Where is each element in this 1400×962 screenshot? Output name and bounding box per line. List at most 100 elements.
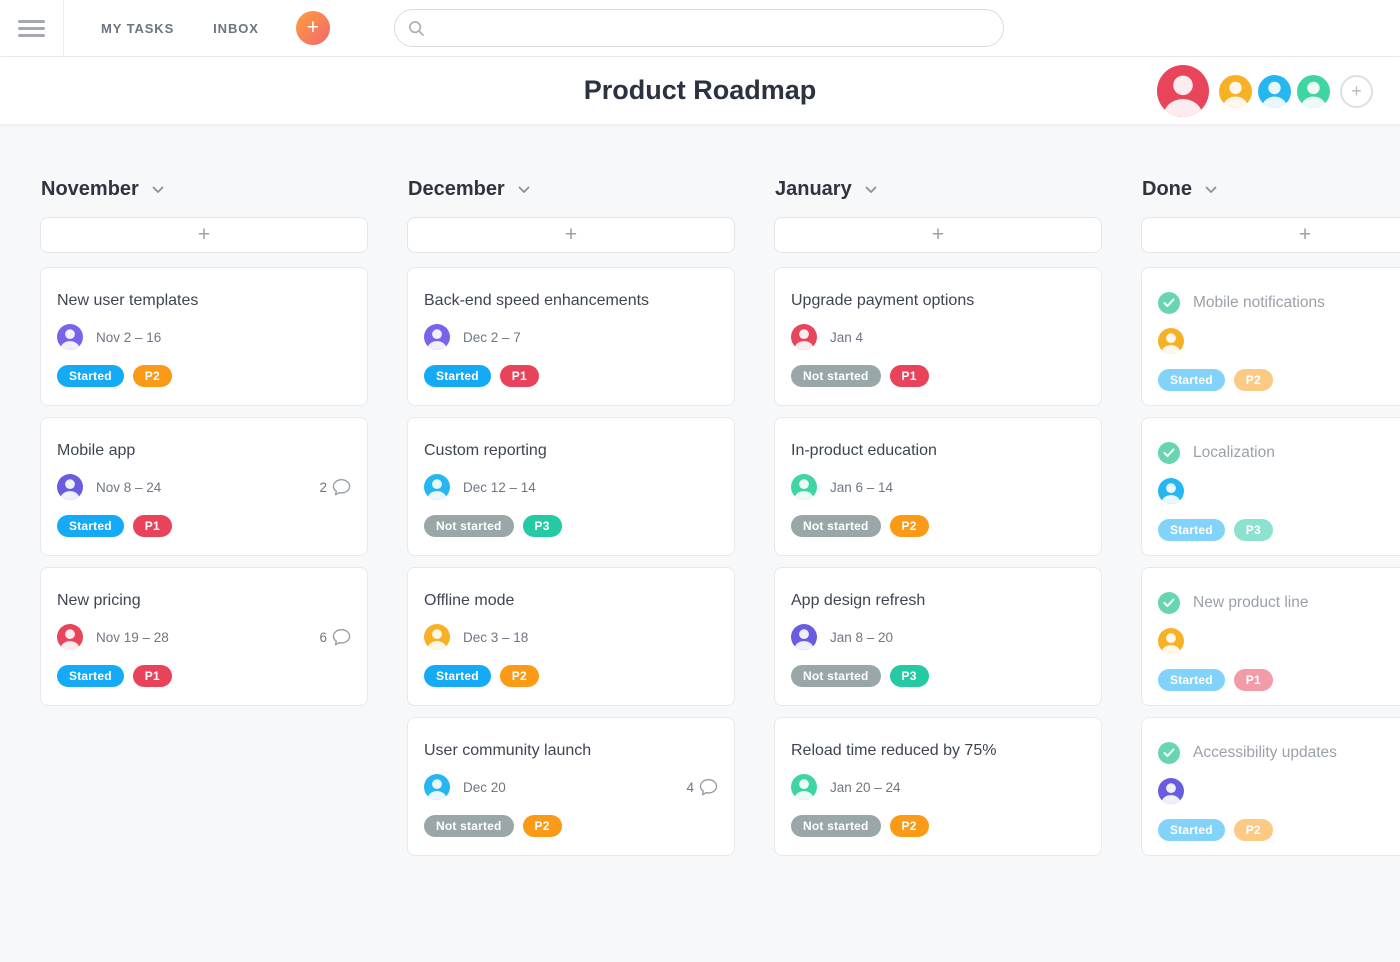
priority-badge: P2 — [889, 815, 929, 837]
priority-badge: P1 — [499, 365, 539, 387]
task-card[interactable]: New pricing Nov 19 – 28 6 Started P1 — [40, 567, 368, 706]
priority-badge: P2 — [499, 665, 539, 687]
task-card[interactable]: User community launch Dec 20 4 Not start… — [407, 717, 735, 856]
assignee-avatar — [791, 474, 817, 500]
column-header[interactable]: January — [774, 178, 1102, 201]
comment-bubble-icon — [332, 479, 351, 496]
task-card[interactable]: Mobile notifications Started P2 — [1141, 267, 1400, 406]
priority-badge: P3 — [1233, 519, 1273, 541]
task-card[interactable]: Upgrade payment options Jan 4 Not starte… — [774, 267, 1102, 406]
comment-bubble-icon — [699, 779, 718, 796]
status-badge: Not started — [791, 365, 881, 387]
priority-badge: P2 — [522, 815, 562, 837]
search-icon — [408, 20, 424, 36]
check-icon[interactable] — [1158, 592, 1180, 614]
column-cards: Mobile notifications Started P2 Localiza… — [1141, 267, 1400, 856]
comment-bubble-icon — [332, 629, 351, 646]
chevron-down-icon[interactable] — [865, 186, 877, 194]
date-range: Nov 2 – 16 — [96, 329, 162, 345]
column-december: December + Back-end speed enhancements D… — [407, 178, 735, 867]
task-card[interactable]: Custom reporting Dec 12 – 14 Not started… — [407, 417, 735, 556]
add-card-button[interactable]: + — [774, 217, 1102, 253]
task-card[interactable]: In-product education Jan 6 – 14 Not star… — [774, 417, 1102, 556]
add-card-button[interactable]: + — [407, 217, 735, 253]
status-badge: Not started — [791, 515, 881, 537]
assignee-avatar — [424, 474, 450, 500]
column-header[interactable]: Done — [1141, 178, 1400, 201]
column-title: January — [775, 178, 852, 200]
priority-badge: P1 — [1233, 669, 1273, 691]
column-header[interactable]: November — [40, 178, 368, 201]
comment-count: 6 — [319, 629, 327, 645]
column-cards: Back-end speed enhancements Dec 2 – 7 St… — [407, 267, 735, 856]
avatar-yellow[interactable] — [1219, 74, 1252, 108]
status-badge: Started — [1158, 669, 1225, 691]
avatar-green[interactable] — [1297, 74, 1330, 108]
chevron-down-icon[interactable] — [1205, 186, 1217, 194]
task-card[interactable]: New user templates Nov 2 – 16 Started P2 — [40, 267, 368, 406]
check-icon[interactable] — [1158, 292, 1180, 314]
assignee-avatar — [1158, 478, 1184, 504]
add-card-button[interactable]: + — [40, 217, 368, 253]
assignee-avatar — [57, 474, 83, 500]
priority-badge: P3 — [889, 665, 929, 687]
card-title: Offline mode — [424, 592, 515, 609]
date-range: Jan 4 — [830, 329, 864, 345]
check-icon[interactable] — [1158, 442, 1180, 464]
column-header[interactable]: December — [407, 178, 735, 201]
task-card[interactable]: Offline mode Dec 3 – 18 Started P2 — [407, 567, 735, 706]
task-card[interactable]: Reload time reduced by 75% Jan 20 – 24 N… — [774, 717, 1102, 856]
task-card[interactable]: Localization Started P3 — [1141, 417, 1400, 556]
date-range: Nov 8 – 24 — [96, 479, 162, 495]
date-range: Dec 3 – 18 — [463, 629, 529, 645]
nav-inbox[interactable]: INBOX — [213, 20, 259, 36]
card-title: Localization — [1193, 444, 1275, 461]
card-title: App design refresh — [791, 592, 926, 609]
chevron-down-icon[interactable] — [518, 186, 530, 194]
avatar-red[interactable] — [1157, 65, 1209, 117]
date-range: Dec 2 – 7 — [463, 329, 521, 345]
status-badge: Started — [57, 515, 124, 537]
column-november: November + New user templates Nov 2 – 16… — [40, 178, 368, 717]
task-card[interactable]: Mobile app Nov 8 – 24 2 Started P1 — [40, 417, 368, 556]
card-title: Reload time reduced by 75% — [791, 742, 997, 759]
priority-badge: P1 — [889, 365, 929, 387]
date-range: Dec 12 – 14 — [463, 479, 536, 495]
search-input[interactable] — [433, 20, 990, 36]
assignee-avatar — [424, 324, 450, 350]
date-range: Jan 20 – 24 — [830, 779, 901, 795]
quick-add-button[interactable]: + — [295, 11, 330, 45]
chevron-down-icon[interactable] — [152, 186, 164, 194]
assignee-avatar — [791, 624, 817, 650]
avatar-blue[interactable] — [1258, 74, 1291, 108]
task-card[interactable]: App design refresh Jan 8 – 20 Not starte… — [774, 567, 1102, 706]
card-title: New pricing — [57, 592, 141, 609]
check-icon[interactable] — [1158, 742, 1180, 764]
card-title: Mobile app — [57, 442, 136, 459]
invite-member-button[interactable]: + — [1340, 74, 1373, 108]
card-title: Upgrade payment options — [791, 292, 975, 309]
search-bar[interactable] — [393, 9, 1004, 47]
task-card[interactable]: New product line Started P1 — [1141, 567, 1400, 706]
priority-badge: P3 — [522, 515, 562, 537]
hamburger-menu-button[interactable] — [0, 0, 64, 56]
column-cards: New user templates Nov 2 – 16 Started P2… — [40, 267, 368, 706]
status-badge: Not started — [424, 515, 514, 537]
status-badge: Not started — [791, 815, 881, 837]
status-badge: Started — [424, 665, 491, 687]
card-title: Custom reporting — [424, 442, 547, 459]
assignee-avatar — [791, 774, 817, 800]
comment-indicator: 2 — [319, 478, 351, 496]
column-january: January + Upgrade payment options Jan 4 … — [774, 178, 1102, 867]
task-card[interactable]: Accessibility updates Started P2 — [1141, 717, 1400, 856]
comment-indicator: 4 — [686, 778, 718, 796]
add-card-button[interactable]: + — [1141, 217, 1400, 253]
task-card[interactable]: Back-end speed enhancements Dec 2 – 7 St… — [407, 267, 735, 406]
nav-my-tasks[interactable]: MY TASKS — [101, 20, 175, 36]
date-range: Nov 19 – 28 — [96, 629, 169, 645]
priority-badge: P2 — [1233, 369, 1273, 391]
comment-count: 4 — [686, 779, 694, 795]
assignee-avatar — [791, 324, 817, 350]
priority-badge: P1 — [132, 515, 172, 537]
assignee-avatar — [57, 624, 83, 650]
